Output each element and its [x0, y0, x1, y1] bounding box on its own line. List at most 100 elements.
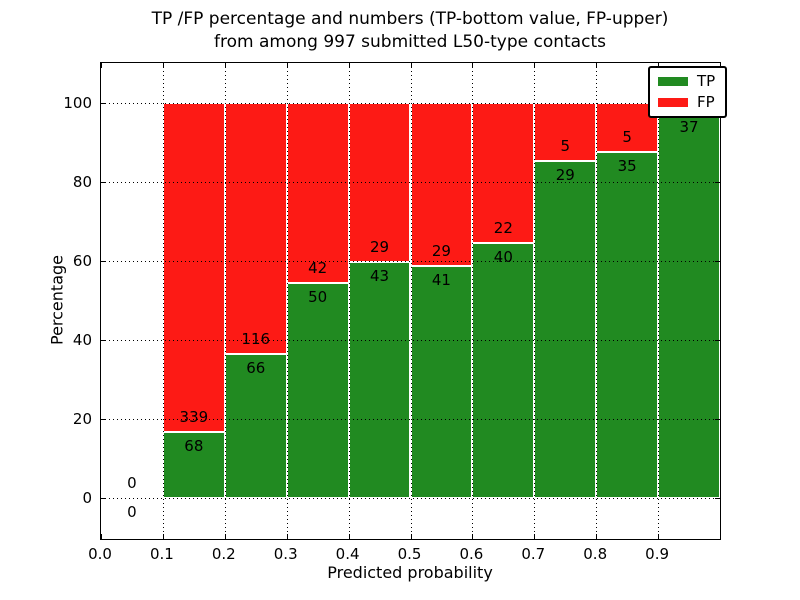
grid-line-vertical — [348, 63, 350, 539]
x-tick-mark-bottom — [472, 534, 474, 539]
y-tick-label: 100 — [63, 93, 92, 112]
bar-segment-tp — [348, 261, 411, 498]
y-tick-label: 60 — [72, 251, 92, 270]
bar-count-label-fp: 22 — [493, 218, 513, 237]
grid-line-vertical — [162, 63, 164, 539]
bar-count-label-fp: 5 — [560, 136, 571, 155]
x-tick-mark-bottom — [286, 534, 288, 539]
bar-count-label-tp: 41 — [431, 271, 451, 290]
grid-line-vertical — [472, 63, 474, 539]
bar-segment-tp — [534, 160, 597, 498]
y-tick-label: 20 — [72, 409, 92, 428]
x-tick-label: 0.2 — [211, 545, 236, 563]
bar-count-label-fp: 5 — [622, 127, 632, 146]
y-tick-mark-left — [101, 181, 106, 183]
x-tick-label: 0.9 — [645, 545, 670, 563]
x-tick-label: 0.5 — [397, 545, 422, 563]
bar-segment-tp — [224, 354, 287, 498]
x-tick-label: 0.4 — [335, 545, 360, 563]
bar-segment-tp — [286, 282, 349, 498]
legend: TP FP — [648, 66, 728, 118]
bar-count-label-tp: 37 — [679, 117, 699, 136]
y-tick-label: 80 — [72, 172, 92, 191]
bar-count-label-tp: 50 — [308, 287, 328, 306]
x-tick-mark-top — [162, 63, 164, 68]
x-tick-label: 0.3 — [273, 545, 298, 563]
plot-area: 0 0 339 68 116 66 42 50 29 43 29 41 22 40 5 29 5 35 37 TP … — [100, 62, 728, 540]
legend-item-tp: TP — [658, 74, 715, 89]
bar-segment-fp — [224, 102, 287, 355]
x-tick-mark-bottom — [101, 534, 102, 539]
y-tick-mark-right — [715, 339, 720, 341]
y-tick-mark-left — [101, 339, 106, 341]
x-tick-label: 0.1 — [149, 545, 174, 563]
bar-count-label-tp: 0 — [127, 502, 137, 521]
x-tick-mark-top — [658, 63, 660, 68]
grid-line-vertical — [534, 63, 536, 539]
x-tick-mark-bottom — [410, 534, 412, 539]
bar-segment-fp — [472, 102, 535, 243]
bar-segment-tp — [162, 431, 225, 498]
y-tick-mark-right — [715, 260, 720, 262]
bar-count-label-fp: 29 — [370, 237, 390, 256]
bar-count-label-fp: 339 — [179, 407, 209, 426]
y-tick-mark-left — [101, 260, 106, 262]
chart-title-line1: TP /FP percentage and numbers (TP-bottom… — [151, 9, 669, 29]
x-tick-mark-top — [410, 63, 412, 68]
tp-color-swatch-icon — [658, 77, 688, 86]
y-tick-label: 40 — [72, 330, 92, 349]
bar-segment-fp — [286, 102, 349, 283]
bar-count-label-tp: 40 — [493, 247, 513, 266]
grid-line-vertical — [658, 63, 660, 539]
y-tick-mark-left — [101, 102, 106, 104]
x-tick-mark-top — [472, 63, 474, 68]
bar-segment-tp — [472, 242, 535, 498]
bar-count-label-fp: 0 — [127, 473, 137, 492]
legend-item-fp: FP — [658, 95, 715, 110]
grid-line-vertical — [224, 63, 226, 539]
x-tick-mark-top — [596, 63, 598, 68]
y-tick-mark-right — [715, 497, 720, 499]
x-tick-label: 0.7 — [521, 545, 546, 563]
x-tick-mark-bottom — [224, 534, 226, 539]
x-tick-label: 0.6 — [459, 545, 484, 563]
y-tick-mark-right — [715, 418, 720, 420]
x-tick-mark-bottom — [348, 534, 350, 539]
x-tick-mark-top — [224, 63, 226, 68]
legend-label-fp: FP — [697, 93, 715, 111]
bar-count-label-tp: 35 — [617, 156, 637, 175]
bar-segment-tp — [658, 112, 720, 498]
x-tick-mark-top — [348, 63, 350, 68]
grid-line-vertical — [596, 63, 598, 539]
x-tick-mark-bottom — [596, 534, 598, 539]
bar-count-label-tp: 66 — [246, 359, 266, 378]
bar-segment-tp — [596, 151, 659, 498]
x-tick-mark-top — [534, 63, 536, 68]
chart-title: TP /FP percentage and numbers (TP-bottom… — [100, 8, 720, 54]
bar-count-label-fp: 116 — [241, 330, 271, 349]
y-tick-label: 0 — [82, 488, 92, 507]
bar-count-label-fp: 42 — [308, 258, 328, 277]
bar-segment-fp — [162, 102, 225, 432]
x-tick-mark-bottom — [162, 534, 164, 539]
grid-line-vertical — [410, 63, 412, 539]
bar-segment-tp — [410, 266, 473, 498]
x-tick-mark-bottom — [534, 534, 536, 539]
x-axis-label: Predicted probability — [327, 563, 493, 582]
x-tick-label: 0.8 — [583, 545, 608, 563]
x-tick-label: 0.0 — [88, 545, 112, 563]
y-tick-mark-left — [101, 497, 106, 499]
x-tick-mark-top — [286, 63, 288, 68]
fp-color-swatch-icon — [658, 98, 688, 107]
bar-count-label-tp: 43 — [370, 266, 390, 285]
legend-label-tp: TP — [697, 72, 716, 90]
bar-count-label-tp: 29 — [555, 165, 575, 184]
bar-count-label-tp: 68 — [184, 436, 204, 455]
x-tick-mark-bottom — [658, 534, 660, 539]
chart-title-line2: from among 997 submitted L50-type contac… — [214, 32, 606, 52]
y-tick-mark-left — [101, 418, 106, 420]
x-tick-mark-top — [101, 63, 102, 68]
bar-count-label-fp: 29 — [431, 242, 451, 261]
grid-line-vertical — [286, 63, 288, 539]
